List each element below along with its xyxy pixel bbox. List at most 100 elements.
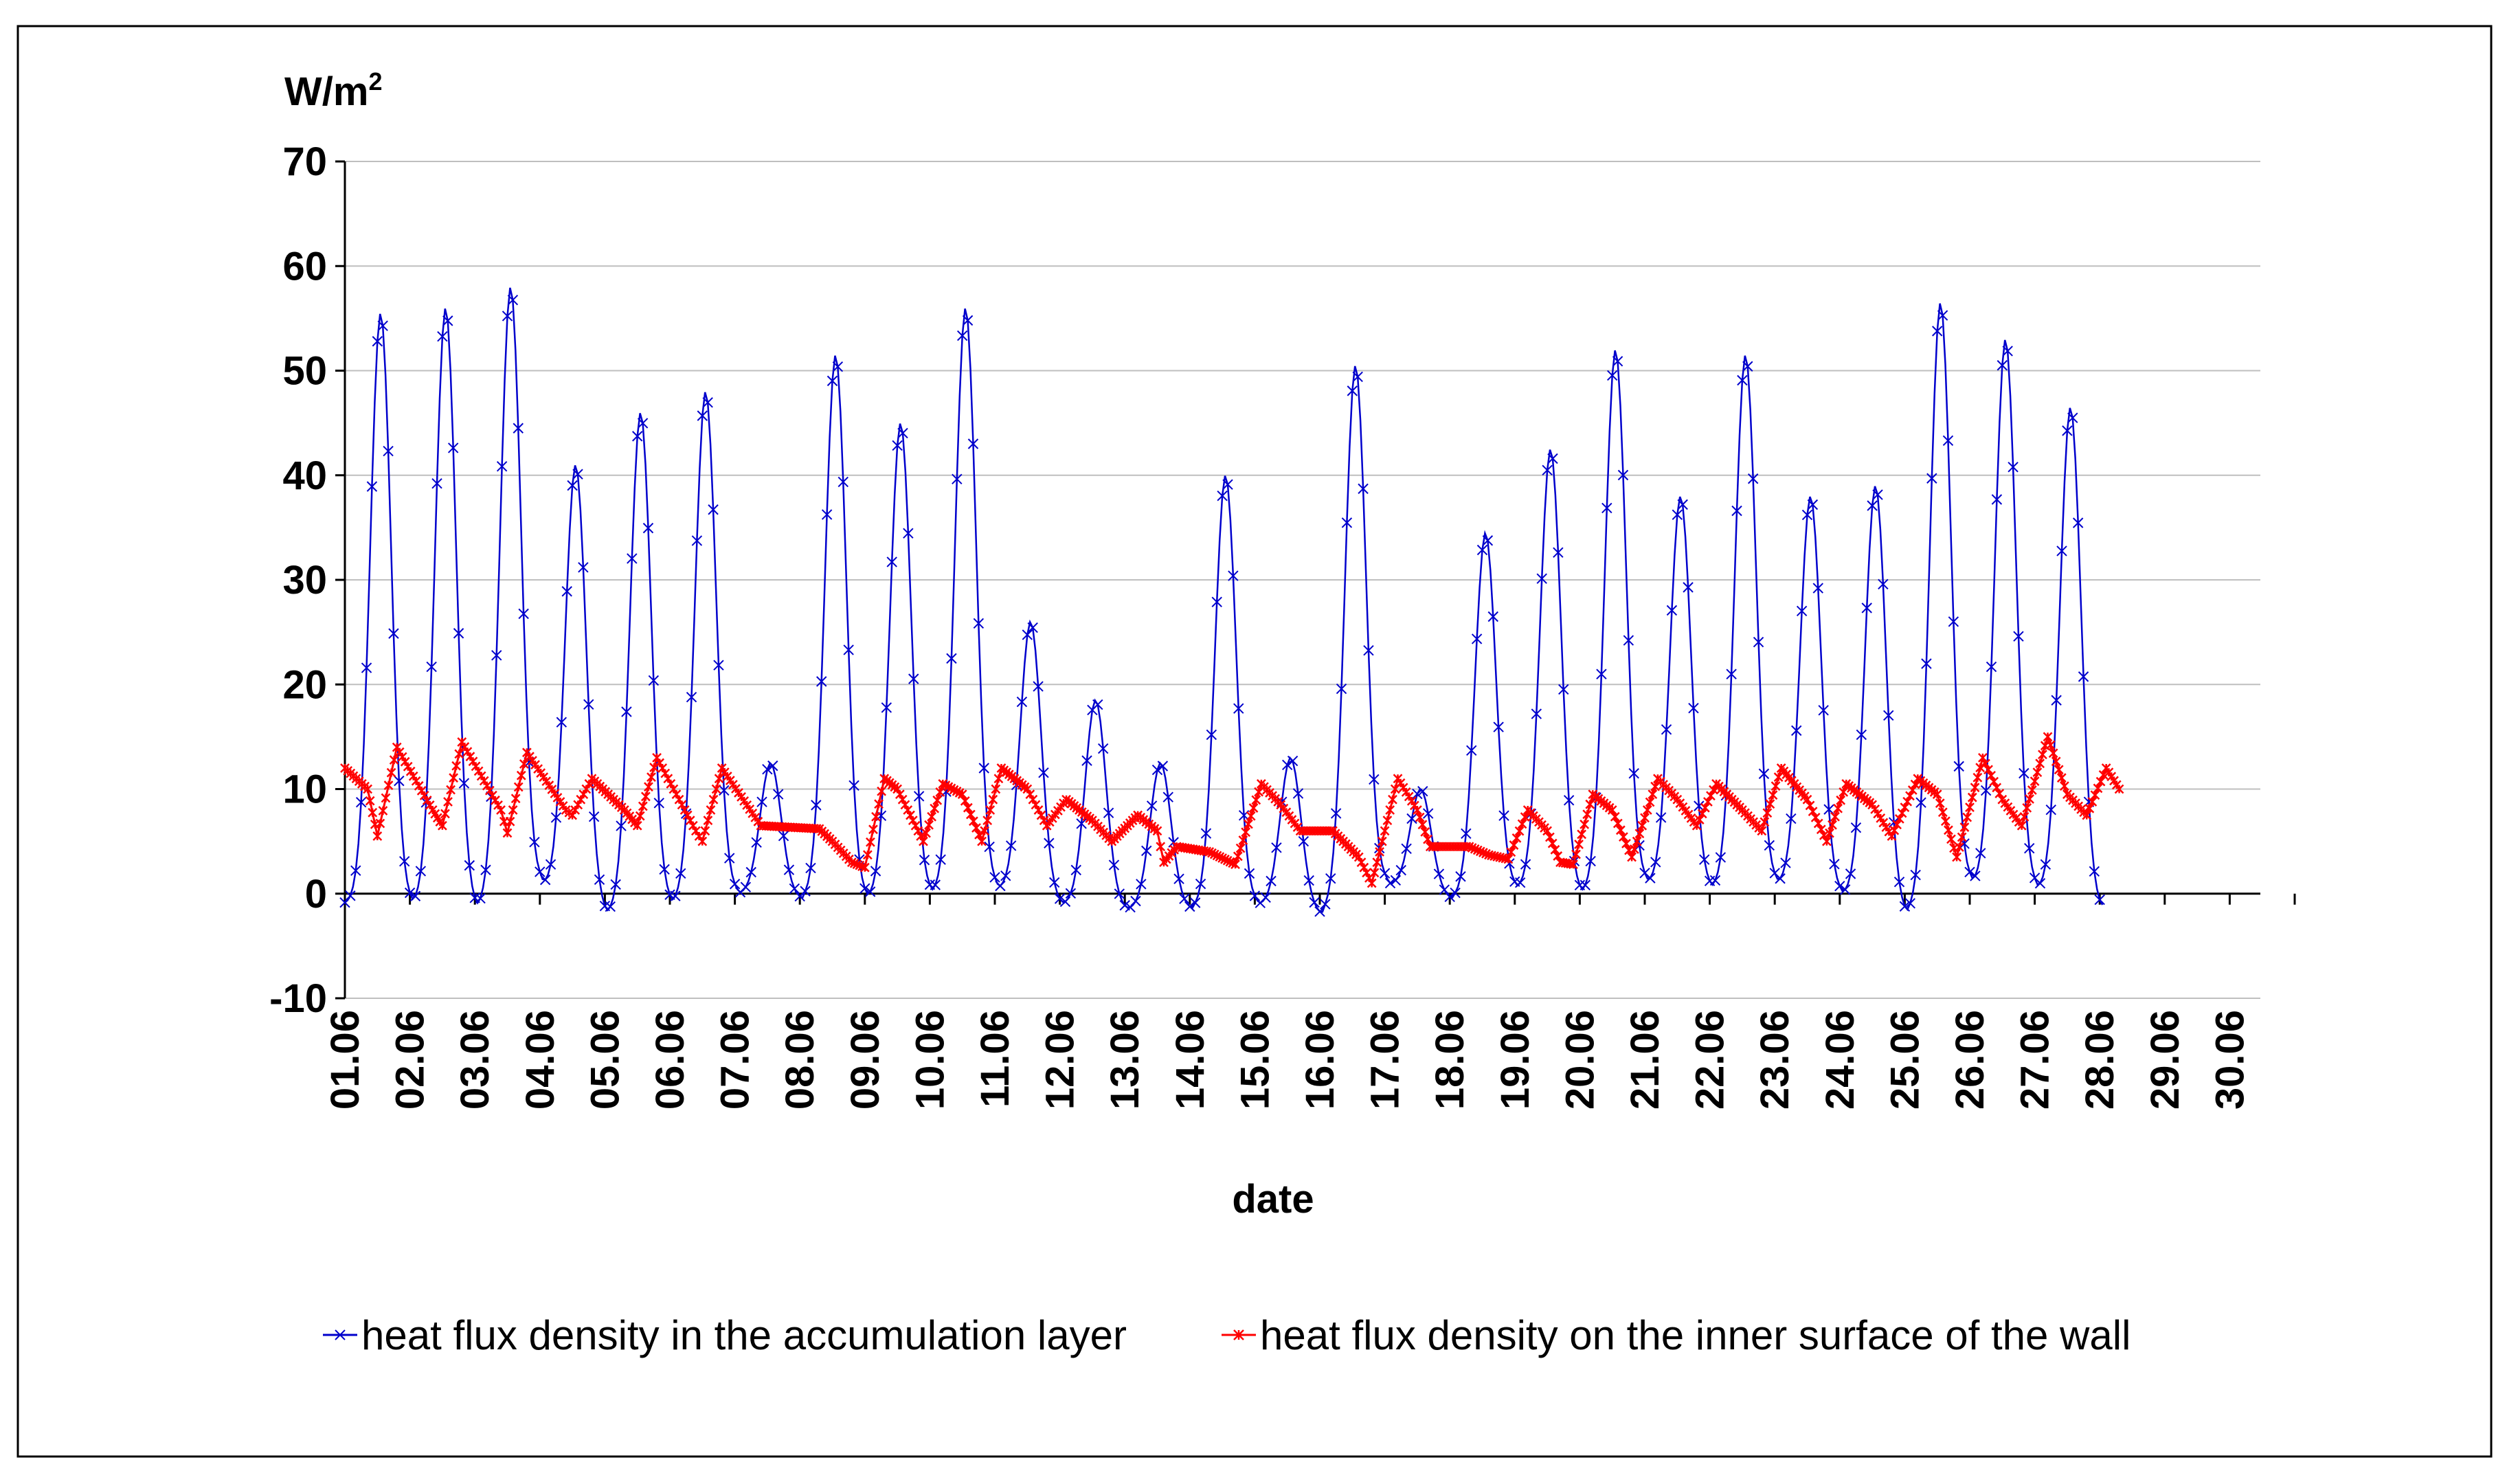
accumulation-point bbox=[1309, 897, 1320, 908]
accumulation-point bbox=[539, 874, 551, 886]
accumulation-point bbox=[1347, 385, 1358, 396]
accumulation-point bbox=[1893, 876, 1905, 888]
accumulation-point bbox=[1461, 828, 1472, 840]
inner-surface-point bbox=[1238, 835, 1248, 845]
accumulation-point bbox=[745, 866, 756, 878]
inner-surface-point bbox=[1962, 812, 1972, 822]
inner-surface-point bbox=[1233, 851, 1243, 862]
inner-surface-point bbox=[1632, 836, 1642, 846]
accumulation-point bbox=[1883, 710, 1894, 721]
accumulation-point bbox=[556, 717, 567, 728]
data-series bbox=[339, 287, 2124, 917]
accumulation-point bbox=[2013, 631, 2024, 642]
accumulation-point bbox=[2040, 859, 2051, 870]
accumulation-point bbox=[719, 785, 730, 796]
accumulation-point bbox=[1228, 570, 1239, 581]
accumulation-point bbox=[464, 859, 475, 871]
accumulation-point bbox=[1363, 644, 1374, 656]
accumulation-point bbox=[805, 862, 816, 874]
accumulation-point bbox=[952, 473, 963, 485]
accumulation-point bbox=[1476, 544, 1488, 556]
inner-surface-point bbox=[2045, 740, 2056, 750]
accumulation-point bbox=[859, 883, 870, 894]
inner-surface-point bbox=[638, 801, 648, 811]
accumulation-point bbox=[1244, 868, 1255, 879]
accumulation-point bbox=[1320, 899, 1331, 910]
accumulation-point bbox=[1179, 893, 1190, 904]
inner-surface-point bbox=[1642, 805, 1652, 815]
accumulation-point bbox=[724, 853, 735, 864]
accumulation-point bbox=[789, 883, 800, 895]
inner-surface-point bbox=[1825, 828, 1834, 838]
x-tick-label: 24.06 bbox=[1818, 1010, 1863, 1110]
inner-surface-point bbox=[368, 807, 378, 818]
accumulation-point bbox=[621, 706, 632, 717]
accumulation-point bbox=[1211, 596, 1222, 607]
accumulation-point bbox=[1455, 871, 1466, 882]
accumulation-point bbox=[1542, 464, 1553, 476]
accumulation-point bbox=[913, 791, 925, 802]
accumulation-point bbox=[475, 892, 486, 904]
accumulation-point bbox=[1466, 745, 1477, 756]
legend-label-accumulation: heat flux density in the accumulation la… bbox=[361, 1312, 1127, 1358]
accumulation-point bbox=[627, 553, 638, 564]
accumulation-point bbox=[1780, 857, 1791, 868]
inner-surface-point bbox=[1380, 826, 1390, 836]
accumulation-point bbox=[1975, 848, 1986, 859]
inner-surface-point bbox=[2038, 750, 2047, 760]
inner-surface-point bbox=[868, 824, 878, 835]
inner-surface-point bbox=[1645, 797, 1655, 807]
accumulation-point bbox=[458, 778, 470, 789]
accumulation-point bbox=[388, 628, 399, 639]
accumulation-point bbox=[908, 673, 919, 684]
accumulation-point bbox=[967, 438, 979, 449]
accumulation-point bbox=[409, 890, 421, 901]
accumulation-point bbox=[1114, 888, 1125, 899]
inner-surface-point bbox=[1627, 852, 1637, 862]
inner-surface-point bbox=[1836, 795, 1846, 805]
accumulation-point bbox=[1022, 629, 1033, 640]
accumulation-point bbox=[1325, 873, 1336, 884]
accumulation-point bbox=[2045, 804, 2056, 816]
inner-surface-point bbox=[871, 811, 881, 822]
accumulation-point bbox=[1786, 813, 1797, 824]
inner-surface-point bbox=[1760, 817, 1770, 827]
inner-surface-point bbox=[2032, 767, 2043, 778]
accumulation-point bbox=[1233, 703, 1244, 714]
accumulation-point bbox=[1818, 705, 1829, 716]
inner-surface-point bbox=[1230, 859, 1240, 870]
x-tick-label: 29.06 bbox=[2143, 1010, 2188, 1110]
accumulation-point bbox=[1520, 859, 1531, 870]
accumulation-point bbox=[2072, 517, 2084, 528]
inner-surface-point bbox=[1517, 819, 1527, 829]
inner-surface-point bbox=[1952, 852, 1961, 862]
accumulation-point bbox=[1688, 703, 1699, 714]
accumulation-point bbox=[1038, 767, 1049, 778]
inner-surface-point bbox=[2030, 776, 2040, 786]
accumulation-point bbox=[697, 410, 708, 421]
accumulation-point bbox=[1341, 517, 1353, 528]
x-tick-label: 27.06 bbox=[2013, 1010, 2058, 1110]
accumulation-point bbox=[1136, 879, 1147, 890]
accumulation-point bbox=[1845, 868, 1856, 879]
x-tick-label: 28.06 bbox=[2078, 1010, 2122, 1110]
inner-surface-point bbox=[697, 836, 708, 846]
accumulation-point bbox=[377, 320, 388, 331]
accumulation-point bbox=[1753, 636, 1764, 648]
inner-surface-point bbox=[1251, 795, 1261, 805]
y-tick-label: 60 bbox=[282, 244, 327, 289]
accumulation-point bbox=[1054, 893, 1066, 904]
inner-surface-point bbox=[1382, 816, 1393, 826]
legend-marker-inner-surface bbox=[1233, 1329, 1244, 1340]
inner-surface-point bbox=[2016, 820, 2027, 831]
accumulation-point bbox=[529, 836, 540, 848]
inner-surface-point bbox=[454, 749, 464, 759]
accumulation-point bbox=[1612, 356, 1623, 367]
accumulation-point bbox=[892, 440, 903, 451]
inner-surface-point bbox=[1152, 826, 1162, 836]
x-tick-label: 06.06 bbox=[648, 1010, 693, 1110]
inner-surface-point bbox=[1967, 792, 1977, 802]
accumulation-point bbox=[1070, 864, 1081, 876]
inner-surface-point bbox=[985, 805, 996, 815]
accumulation-point bbox=[1970, 870, 1981, 881]
